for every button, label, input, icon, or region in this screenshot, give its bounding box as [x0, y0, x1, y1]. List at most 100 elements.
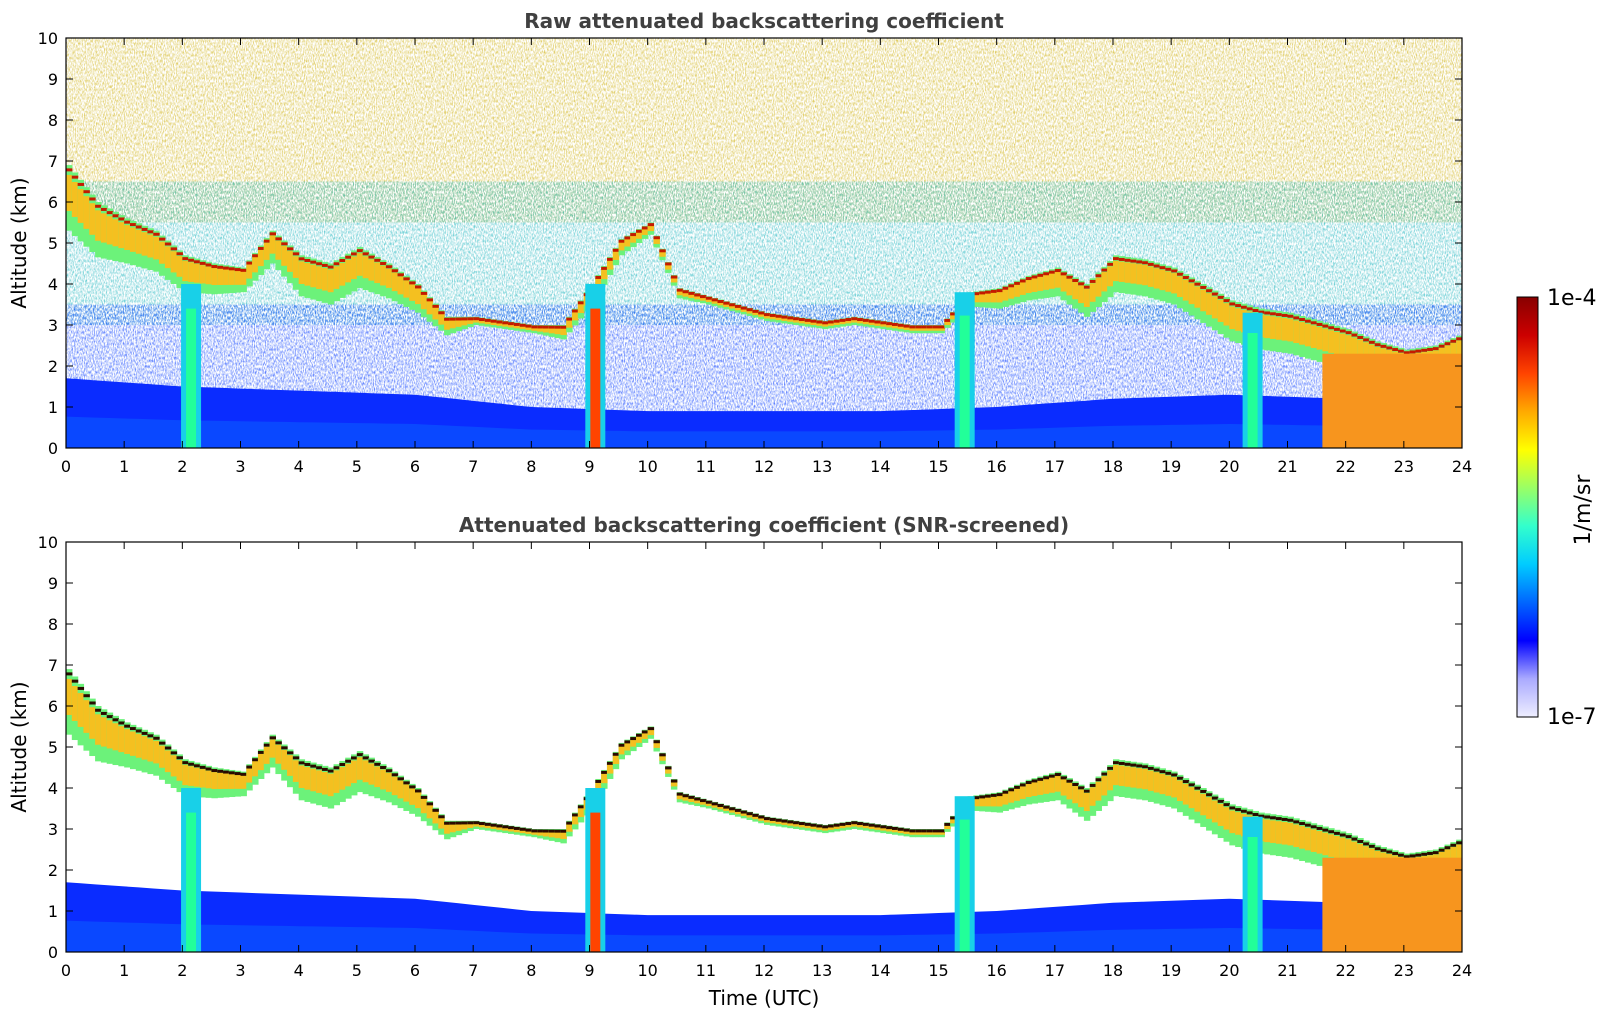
cloud-core	[420, 294, 428, 310]
cloud-top-edge	[1118, 257, 1126, 261]
cloud-core	[1275, 821, 1283, 844]
cloud-core	[775, 315, 783, 321]
cloud-core	[1118, 261, 1126, 282]
cloud-core	[1281, 318, 1289, 341]
cloud-core	[932, 830, 940, 835]
cloud-core	[938, 326, 945, 331]
cloud-top-edge	[100, 711, 108, 715]
cloud-core	[77, 189, 85, 223]
cloud-top-edge	[478, 822, 486, 826]
cloud-core	[234, 270, 242, 285]
cloud-top-edge	[1176, 776, 1184, 780]
cloud-core	[1072, 786, 1079, 804]
cloud-core	[781, 316, 788, 321]
cloud-top-edge	[1078, 786, 1085, 790]
x-tick-label: 9	[584, 961, 594, 980]
cloud-core	[112, 219, 119, 247]
cloud-core	[263, 242, 271, 260]
cloud-top-edge	[124, 724, 131, 728]
cloud-core	[106, 720, 114, 749]
cloud-core	[182, 260, 189, 282]
cloud-core	[1014, 788, 1021, 801]
cloud-core	[1299, 826, 1306, 849]
cloud-top-edge	[595, 779, 602, 783]
cloud-core	[548, 326, 556, 334]
cloud-top-edge	[874, 824, 881, 828]
cloud-top-edge	[1444, 342, 1451, 346]
cloud-core	[380, 265, 387, 286]
cloud-core	[403, 280, 410, 298]
cloud-top-edge	[554, 325, 562, 329]
cloud-core	[711, 803, 719, 808]
cloud-top-edge	[938, 325, 945, 329]
cloud-core	[624, 741, 631, 751]
cloud-core	[903, 325, 911, 330]
cloud-top-edge	[444, 821, 451, 825]
cloud-top-edge	[188, 258, 195, 262]
cloud-top-edge	[798, 822, 806, 826]
cloud-core	[298, 765, 306, 788]
cloud-core	[1072, 282, 1079, 300]
y-tick-label: 2	[48, 357, 58, 376]
cloud-core	[944, 319, 951, 326]
cloud-core	[822, 826, 829, 831]
cloud-core	[1310, 829, 1318, 852]
cloud-core	[1351, 337, 1358, 360]
cloud-top-edge	[432, 808, 439, 812]
x-tick-label: 6	[410, 457, 420, 476]
cloud-core	[950, 817, 957, 824]
x-tick-label: 23	[1394, 961, 1414, 980]
cloud-top-edge	[566, 821, 573, 825]
cloud-core	[147, 738, 154, 762]
cloud-top-edge	[1200, 285, 1207, 289]
cloud-core	[71, 182, 79, 217]
cloud-core	[717, 804, 724, 810]
cloud-top-edge	[409, 785, 416, 789]
cloud-top-edge	[257, 750, 265, 754]
cloud-top-edge	[542, 325, 550, 329]
cloud-top-edge	[333, 766, 340, 770]
x-tick-label: 4	[294, 457, 304, 476]
cloud-core	[147, 234, 154, 258]
cloud-top-edge	[211, 769, 218, 773]
cloud-top-edge	[705, 800, 713, 804]
cloud-core	[932, 326, 940, 331]
cloud-top-edge	[1380, 344, 1387, 348]
cloud-top-edge	[1089, 279, 1097, 283]
cloud-top-edge	[816, 824, 823, 828]
cloud-top-edge	[624, 236, 631, 240]
cloud-core	[705, 801, 713, 807]
cloud-top-edge	[1014, 785, 1021, 789]
cloud-top-edge	[333, 262, 340, 266]
cloud-core	[449, 319, 457, 329]
cloud-top-edge	[1142, 261, 1149, 265]
cloud-core	[490, 320, 498, 325]
cloud-core	[740, 307, 748, 312]
cloud-core	[1078, 789, 1085, 808]
cloud-core	[775, 819, 783, 825]
x-tick-label: 14	[870, 457, 890, 476]
y-axis-label: Altitude (km)	[7, 177, 31, 308]
cloud-top-edge	[1374, 343, 1382, 347]
cloud-top-edge	[1142, 765, 1149, 769]
cloud-top-edge	[990, 289, 998, 293]
cloud-top-edge	[147, 230, 154, 234]
cloud-top-edge	[886, 826, 893, 830]
cloud-core	[1054, 271, 1062, 288]
cloud-core	[525, 325, 532, 330]
cloud-top-edge	[1025, 277, 1033, 281]
cloud-top-edge	[833, 823, 841, 827]
cloud-top-edge	[205, 263, 213, 267]
cloud-core	[1159, 269, 1166, 291]
cloud-top-edge	[159, 741, 166, 745]
cloud-top-edge	[1252, 309, 1260, 313]
cloud-core	[688, 292, 695, 298]
cloud-core	[490, 824, 498, 829]
cloud-core	[1107, 266, 1114, 287]
precip-core	[959, 315, 970, 448]
cloud-top-edge	[1363, 338, 1370, 342]
cloud-top-edge	[502, 321, 509, 325]
cloud-top-edge	[1264, 815, 1271, 819]
cloud-top-edge	[1322, 324, 1329, 328]
precip-core	[959, 819, 970, 952]
